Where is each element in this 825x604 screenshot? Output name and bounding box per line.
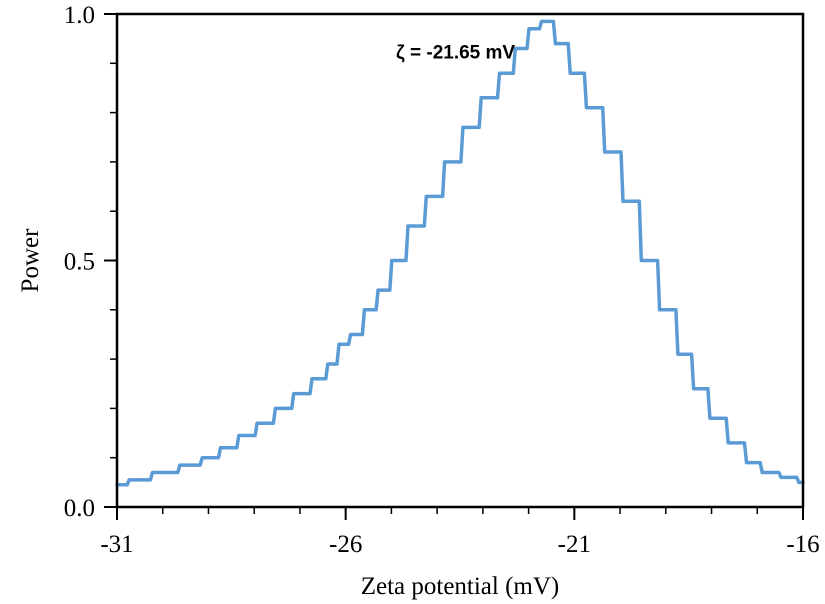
series-line <box>115 19 805 487</box>
y-tick-label: 0.0 <box>64 495 95 522</box>
tick-labels: -31 -26 -21 -16 0.0 0.5 1.0 <box>64 2 820 558</box>
major-ticks <box>104 13 804 520</box>
x-tick-label: -21 <box>558 531 591 558</box>
y-axis-title: Power <box>17 228 44 293</box>
peak-annotation: ζ = -21.65 mV <box>396 42 515 63</box>
x-tick-label: -26 <box>329 531 362 558</box>
y-tick-label: 0.5 <box>64 249 95 276</box>
plot-frame <box>115 12 805 509</box>
x-axis-title: Zeta potential (mV) <box>361 573 560 600</box>
x-tick-label: -31 <box>100 531 133 558</box>
x-tick-label: -16 <box>786 531 819 558</box>
y-tick-label: 1.0 <box>64 2 95 29</box>
minor-ticks <box>110 13 804 514</box>
